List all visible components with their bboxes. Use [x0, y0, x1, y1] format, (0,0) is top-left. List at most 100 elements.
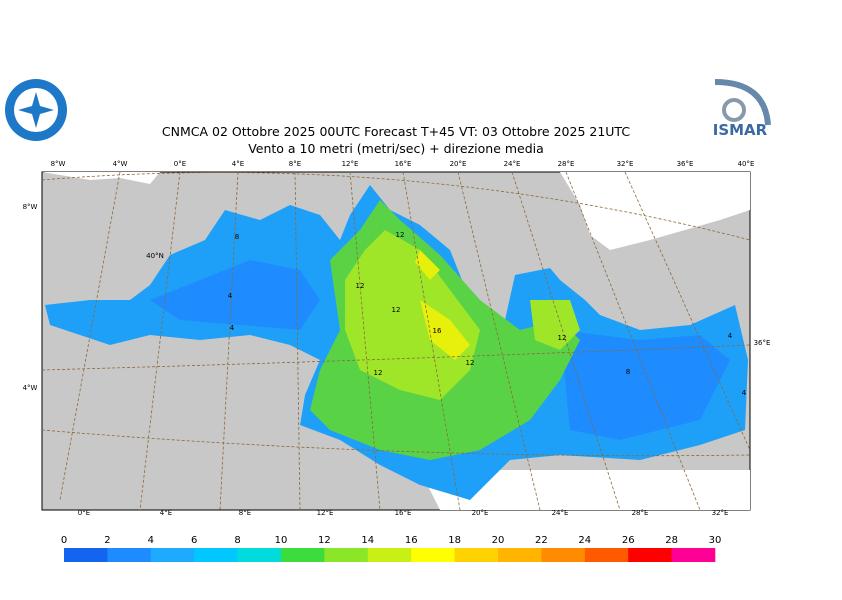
contour-label: 16 [433, 327, 442, 335]
sea-calm [150, 260, 730, 440]
coordinate-label: 36°E [677, 160, 694, 168]
colorbar-segment [194, 548, 238, 562]
colorbar-tick-label: 16 [405, 535, 418, 546]
coordinate-label: 4°W [113, 160, 128, 168]
land-white [42, 172, 750, 510]
contour-label: 4 [728, 332, 733, 340]
logo-text: ISMAR [713, 121, 768, 139]
parallel [41, 172, 751, 241]
coordinate-label: 32°E [617, 160, 634, 168]
map-labels: 8°W 4°W 0°E 4°E 8°E 12°E 16°E 20°E 24°E 28°E 32°E 3… [23, 160, 771, 517]
colorbar-segment [367, 548, 412, 562]
contour-label: 12 [356, 282, 365, 290]
right-logo: ISMAR [710, 79, 771, 140]
contour-label: 12 [558, 334, 567, 342]
coordinate-label: 28°E [558, 160, 575, 168]
meridian [457, 171, 541, 511]
colorbar-tick-label: 22 [535, 535, 548, 546]
meridian [402, 171, 461, 511]
sea-strong [415, 250, 470, 360]
coordinate-label: 0°E [174, 160, 186, 168]
contour-label: 12 [466, 359, 475, 367]
coordinate-label: 4°E [160, 509, 172, 517]
sea-fresh [345, 230, 580, 400]
meridian [219, 171, 239, 511]
colorbar-tick-label: 14 [361, 535, 374, 546]
coordinate-label: 40°N [146, 252, 164, 260]
colorbar-segment [64, 548, 108, 562]
coordinate-label: 16°E [395, 160, 412, 168]
coordinate-label: 8°W [51, 160, 66, 168]
colorbar-segment [498, 548, 542, 562]
colorbar-segment [411, 548, 455, 562]
colorbar-tick-label: 0 [61, 535, 67, 546]
colorbar-tick-label: 6 [191, 535, 197, 546]
coordinate-label: 36°E [754, 339, 771, 347]
contour-label: 12 [396, 231, 405, 239]
colorbar-tick-label: 18 [448, 535, 461, 546]
coordinate-label: 4°E [232, 160, 244, 168]
graticule [41, 171, 751, 511]
coordinate-label: 8°E [289, 160, 301, 168]
contour-label: 4 [230, 324, 235, 332]
coordinate-label: 0°E [78, 509, 90, 517]
meridian [294, 171, 301, 511]
coordinate-label: 28°E [632, 509, 649, 517]
colorbar-segment [671, 548, 716, 562]
parallel [41, 344, 751, 371]
coordinate-label: 32°E [712, 509, 729, 517]
colorbar-segment [107, 548, 152, 562]
colorbar-segment [541, 548, 586, 562]
coordinate-label: 20°E [450, 160, 467, 168]
coordinate-label: 24°E [552, 509, 569, 517]
coordinate-label: 40°E [738, 160, 755, 168]
colorbar-segment [281, 548, 325, 562]
map [41, 171, 751, 511]
colorbar-tick-label: 26 [622, 535, 635, 546]
logo-box [710, 80, 770, 140]
colorbar-segment [237, 548, 282, 562]
logo-compass [18, 92, 54, 128]
colorbar-segment [150, 548, 195, 562]
coordinate-label: 24°E [504, 160, 521, 168]
parallel [41, 429, 751, 457]
meridian [139, 171, 181, 511]
meridian [511, 171, 621, 511]
colorbar-segment [454, 548, 499, 562]
colorbar-segment [584, 548, 629, 562]
colorbar: 0 2 4 6 8 10 12 14 16 18 20 22 24 26 28 30 [61, 535, 722, 562]
left-logo [5, 79, 67, 141]
coordinate-label: 8°E [239, 509, 251, 517]
colorbar-tick-label: 2 [104, 535, 110, 546]
colorbar-tick-label: 24 [578, 535, 591, 546]
contour-label: 8 [626, 368, 630, 376]
coordinate-label: 12°E [342, 160, 359, 168]
meridian [59, 171, 121, 501]
coordinate-label: 8°W [23, 203, 38, 211]
contour-label: 4 [742, 389, 747, 397]
colorbar-tick-label: 20 [492, 535, 505, 546]
title: CNMCA 02 Ottobre 2025 00UTC Forecast T+4… [162, 124, 630, 139]
colorbar-tick-label: 28 [665, 535, 678, 546]
colorbar-tick-label: 10 [275, 535, 288, 546]
colorbar-tick-label: 4 [148, 535, 154, 546]
colorbar-segment [324, 548, 369, 562]
meridian [565, 171, 701, 511]
contour-label: 12 [374, 369, 383, 377]
colorbar-tick-label: 12 [318, 535, 331, 546]
subtitle: Vento a 10 metri (metri/sec) + direzione… [248, 141, 544, 156]
coordinate-label: 16°E [395, 509, 412, 517]
meridian [349, 171, 381, 511]
logo-ring [722, 98, 746, 122]
contour-label: 8 [235, 233, 239, 241]
contour-label: 4 [228, 292, 233, 300]
colorbar-tick-label: 30 [709, 535, 722, 546]
meridian [624, 171, 751, 451]
coordinate-label: 20°E [472, 509, 489, 517]
contour-label: 12 [392, 306, 401, 314]
logo-arc [714, 79, 771, 126]
colorbar-segment [628, 548, 672, 562]
coordinate-label: 4°W [23, 384, 38, 392]
coordinate-label: 12°E [317, 509, 334, 517]
